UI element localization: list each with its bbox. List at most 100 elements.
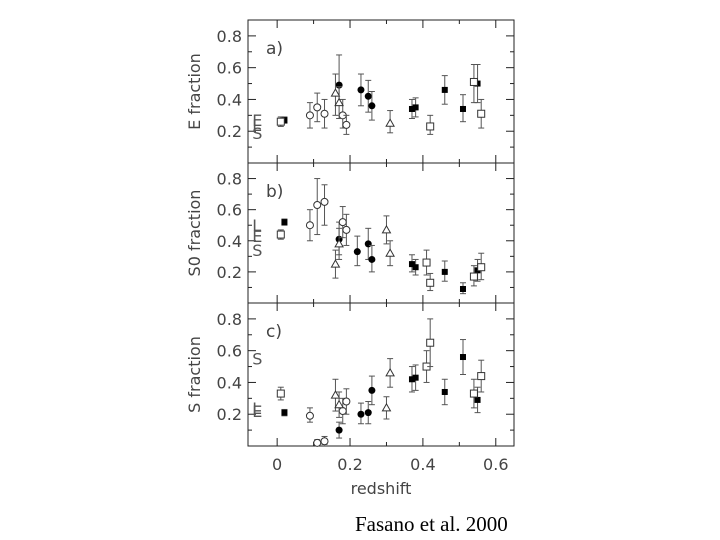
y-tick-label: 0.4 xyxy=(217,232,242,251)
data-point xyxy=(276,230,285,239)
data-point xyxy=(313,103,322,112)
panel-a: 0.2 0.4 0.6 0.8 E fraction a) ELS xyxy=(185,19,515,164)
data-point xyxy=(353,248,361,256)
data-point xyxy=(357,86,365,94)
data-point xyxy=(305,411,314,420)
data-point xyxy=(385,248,395,257)
data-point xyxy=(459,354,466,361)
data-point xyxy=(469,272,478,281)
y-tick-label: 0.8 xyxy=(217,310,242,329)
data-point xyxy=(276,389,285,398)
y-tick-label: 0.8 xyxy=(217,170,242,189)
data-point xyxy=(459,286,466,292)
data-point xyxy=(342,120,351,129)
y-axis-label: S0 fraction xyxy=(185,190,204,277)
data-point xyxy=(426,338,435,347)
x-tick-label: 0.4 xyxy=(410,455,435,474)
reference-label: S xyxy=(252,241,262,260)
data-point xyxy=(276,117,285,126)
reference-label: S xyxy=(252,124,262,143)
panel-frame xyxy=(247,302,515,447)
data-point xyxy=(381,224,392,234)
panel-b: 0.2 0.4 0.6 0.8 S0 fraction b) LES xyxy=(185,162,515,304)
data-point xyxy=(385,118,395,127)
reference-label: E xyxy=(252,111,262,130)
data-point xyxy=(477,109,486,118)
data-point xyxy=(477,372,486,381)
data-point xyxy=(305,111,314,120)
data-point xyxy=(330,88,341,97)
data-point xyxy=(281,219,288,226)
y-tick-label: 0.2 xyxy=(217,405,242,424)
data-point xyxy=(342,225,351,234)
data-point xyxy=(338,407,347,416)
data-point xyxy=(469,389,478,398)
y-tick-label: 0.2 xyxy=(217,263,242,282)
panel-c: 0.2 0.4 0.6 0.8 S fraction c)S LE 0 0.2 0.4 0.6 red… xyxy=(185,302,515,498)
y-tick-label: 0.6 xyxy=(217,59,242,78)
data-point xyxy=(441,268,448,275)
data-point xyxy=(474,396,481,403)
data-point xyxy=(364,409,372,417)
data-point xyxy=(305,221,314,230)
data-point xyxy=(368,102,376,110)
data-point xyxy=(426,122,435,131)
data-point xyxy=(330,259,341,268)
data-point xyxy=(408,105,415,112)
citation-credit: Fasano et al. 2000 xyxy=(355,512,508,536)
x-axis-label: redshift xyxy=(351,479,412,498)
data-point xyxy=(342,397,351,406)
y-tick-label: 0.2 xyxy=(217,122,242,141)
data-point xyxy=(441,86,448,93)
x-tick-label: 0.6 xyxy=(483,455,508,474)
data-point xyxy=(334,97,344,107)
reference-label: L xyxy=(252,116,261,135)
y-axis-label: S fraction xyxy=(185,336,204,413)
reference-label: E xyxy=(252,402,262,421)
data-point xyxy=(412,104,419,111)
data-point xyxy=(368,386,376,394)
y-tick-label: 0.6 xyxy=(217,201,242,220)
x-tick-label: 0 xyxy=(272,455,282,474)
data-point xyxy=(422,258,431,267)
data-point xyxy=(426,278,435,287)
y-tick-label: 0.4 xyxy=(217,90,242,109)
data-point xyxy=(320,437,329,446)
data-point xyxy=(320,197,329,206)
y-tick-label: 0.8 xyxy=(217,27,242,46)
data-point xyxy=(330,390,341,399)
panel-label: b) xyxy=(266,182,283,202)
reference-label: S xyxy=(252,350,262,369)
reference-label: E xyxy=(252,227,262,246)
data-point xyxy=(338,218,347,227)
data-point xyxy=(357,410,365,418)
data-point xyxy=(368,255,376,263)
data-point xyxy=(408,261,415,268)
reference-label: L xyxy=(252,399,261,418)
data-point xyxy=(364,92,372,100)
data-point xyxy=(477,263,486,272)
reference-label: L xyxy=(252,216,261,235)
data-point xyxy=(408,376,415,383)
data-point xyxy=(381,402,392,412)
data-point xyxy=(334,238,344,248)
data-point xyxy=(335,426,343,434)
data-point xyxy=(334,399,344,409)
y-tick-label: 0.4 xyxy=(217,373,242,392)
data-point xyxy=(441,388,448,395)
data-point xyxy=(281,409,288,416)
data-point xyxy=(459,105,466,112)
x-tick-label: 0.2 xyxy=(337,455,362,474)
data-point xyxy=(385,367,395,377)
data-point xyxy=(313,438,322,447)
data-point xyxy=(364,240,372,248)
panel-label: a) xyxy=(266,39,283,59)
data-point xyxy=(412,374,419,381)
y-tick-label: 0.6 xyxy=(217,342,242,361)
data-point xyxy=(469,77,478,86)
data-point xyxy=(320,109,329,118)
data-point xyxy=(313,201,322,209)
panel-label: c) xyxy=(266,322,282,342)
data-point xyxy=(412,264,419,271)
